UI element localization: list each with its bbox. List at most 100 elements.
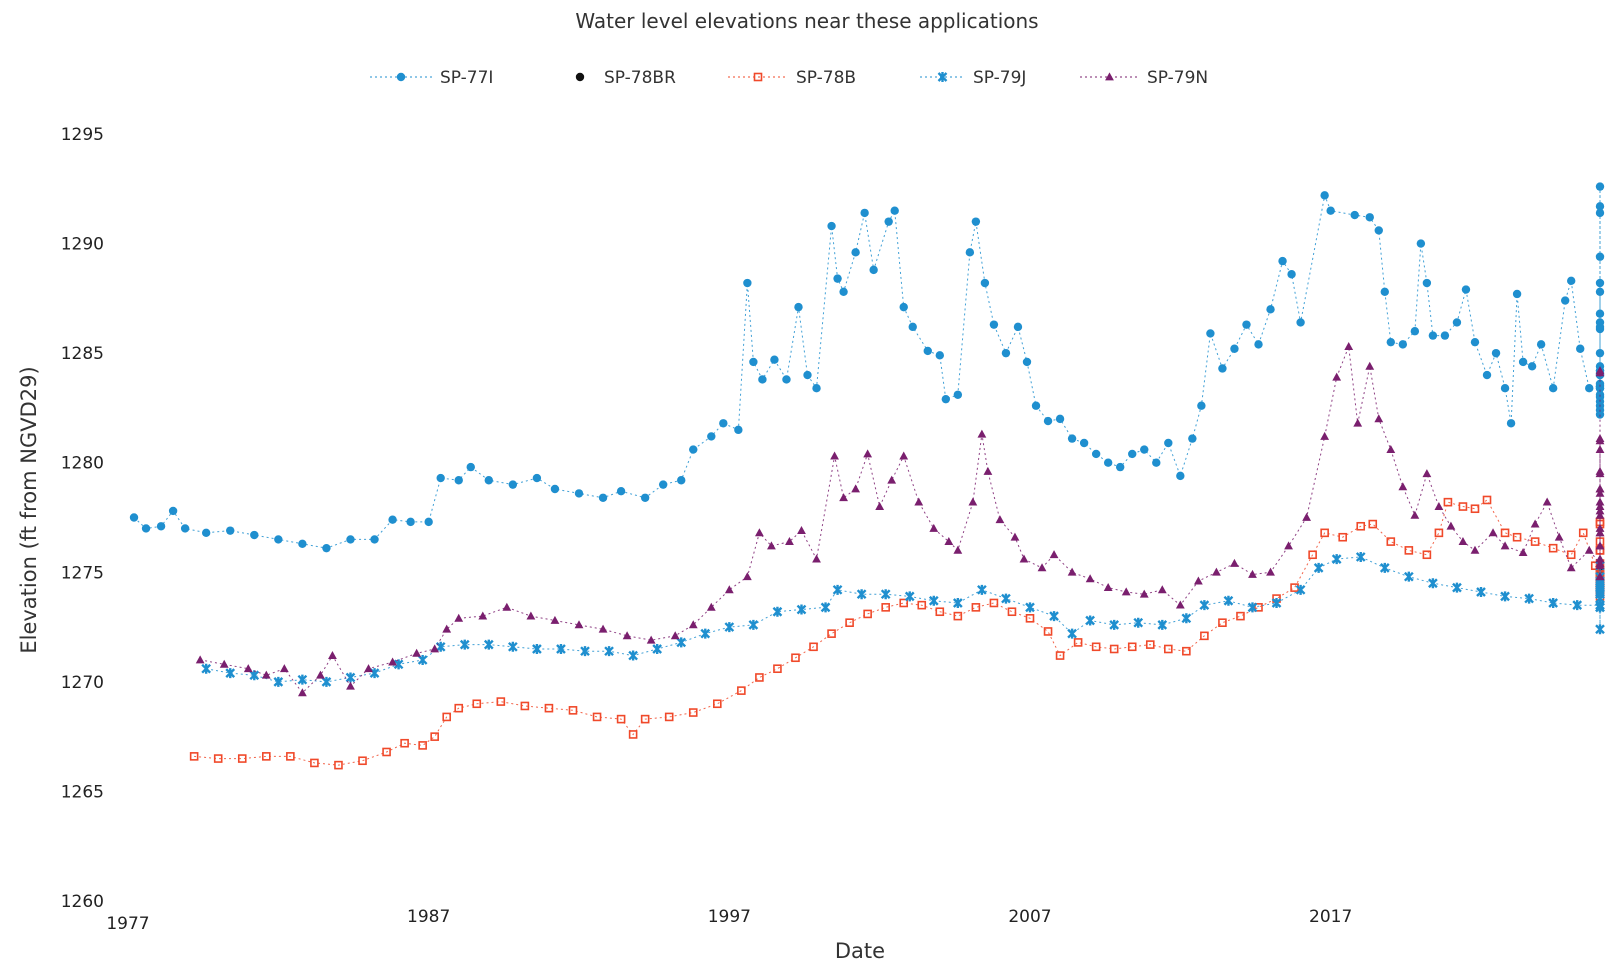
x-tick-label: 2017	[1309, 907, 1352, 927]
data-point	[860, 208, 869, 218]
data-point	[749, 357, 758, 367]
data-point	[1022, 357, 1032, 367]
data-point	[640, 493, 650, 502]
x-tick-label: 1987	[407, 907, 450, 927]
y-axis-ticks: 1295 1290 1285 1280 1275 1270 1265 1260	[61, 125, 104, 912]
data-point	[1386, 444, 1396, 453]
data-point	[436, 473, 445, 483]
data-point	[941, 394, 951, 404]
y-tick-label: 1295	[61, 125, 104, 145]
data-point	[968, 497, 978, 506]
data-point	[628, 650, 638, 661]
data-point	[953, 545, 963, 554]
data-point	[1595, 488, 1605, 497]
data-point	[1566, 550, 1576, 560]
data-point	[1458, 537, 1468, 546]
data-point	[820, 602, 831, 613]
data-point	[1548, 384, 1558, 393]
data-point	[430, 644, 440, 653]
data-point	[977, 429, 987, 438]
data-point	[1567, 276, 1576, 286]
data-point	[1374, 414, 1384, 423]
data-point	[574, 489, 584, 498]
data-point	[1230, 558, 1239, 567]
data-point	[1242, 320, 1251, 329]
data-point	[1197, 401, 1206, 410]
data-point	[316, 670, 325, 679]
data-point	[755, 528, 764, 537]
data-point	[1443, 497, 1453, 507]
data-point	[1218, 364, 1227, 373]
data-point	[1236, 611, 1245, 621]
data-point	[1049, 550, 1059, 559]
data-point	[226, 526, 235, 535]
data-point	[1344, 341, 1354, 350]
data-point	[1223, 595, 1234, 606]
data-point	[1584, 545, 1594, 554]
data-point	[156, 522, 166, 531]
data-point	[1247, 602, 1258, 613]
data-point	[1067, 434, 1077, 443]
data-point	[977, 584, 987, 595]
data-point	[1458, 502, 1468, 511]
data-point	[616, 487, 626, 496]
data-point	[767, 541, 776, 550]
data-point	[1595, 587, 1605, 598]
data-point	[1595, 366, 1605, 375]
data-point	[1010, 532, 1020, 541]
data-point	[1506, 419, 1516, 428]
data-point	[1434, 528, 1444, 538]
data-point	[1452, 318, 1462, 327]
data-point	[550, 484, 560, 494]
data-point	[180, 524, 190, 533]
data-point	[1326, 206, 1335, 215]
data-point	[830, 451, 839, 460]
data-point	[1446, 521, 1456, 530]
data-point	[334, 760, 343, 770]
data-point	[1595, 322, 1605, 332]
data-point	[646, 635, 656, 644]
data-point	[442, 624, 452, 633]
data-point	[1103, 458, 1113, 467]
data-point	[400, 738, 409, 748]
data-point	[321, 676, 332, 687]
legend-label: SP-77I	[440, 68, 493, 88]
data-point	[971, 603, 981, 612]
data-point	[141, 524, 151, 533]
data-point	[1188, 434, 1197, 443]
data-point	[928, 595, 939, 606]
data-point	[923, 346, 932, 356]
data-point	[971, 217, 981, 226]
data-point	[1368, 519, 1378, 529]
data-point	[310, 758, 319, 768]
data-point	[1595, 252, 1605, 261]
data-point	[1560, 296, 1570, 305]
data-point	[1338, 532, 1347, 542]
data-point	[568, 706, 578, 715]
data-point	[1109, 644, 1119, 654]
data-point	[532, 643, 542, 654]
data-point	[459, 639, 470, 650]
data-point	[863, 609, 872, 619]
data-point	[1488, 528, 1498, 537]
data-point	[1055, 651, 1065, 660]
data-point	[1410, 327, 1420, 336]
data-point	[273, 676, 284, 687]
data-point	[328, 650, 337, 659]
data-point	[1365, 361, 1375, 370]
data-point	[388, 515, 397, 524]
data-point	[598, 493, 608, 502]
data-point	[1576, 344, 1585, 353]
data-point	[1512, 289, 1522, 299]
data-point	[640, 714, 650, 724]
data-point	[483, 639, 494, 650]
data-point	[809, 642, 818, 652]
data-point	[989, 598, 999, 608]
data-point	[1049, 611, 1059, 622]
data-point	[758, 375, 767, 384]
data-point	[953, 390, 963, 399]
data-point	[724, 585, 734, 594]
data-point	[935, 607, 945, 617]
data-point	[574, 620, 584, 629]
